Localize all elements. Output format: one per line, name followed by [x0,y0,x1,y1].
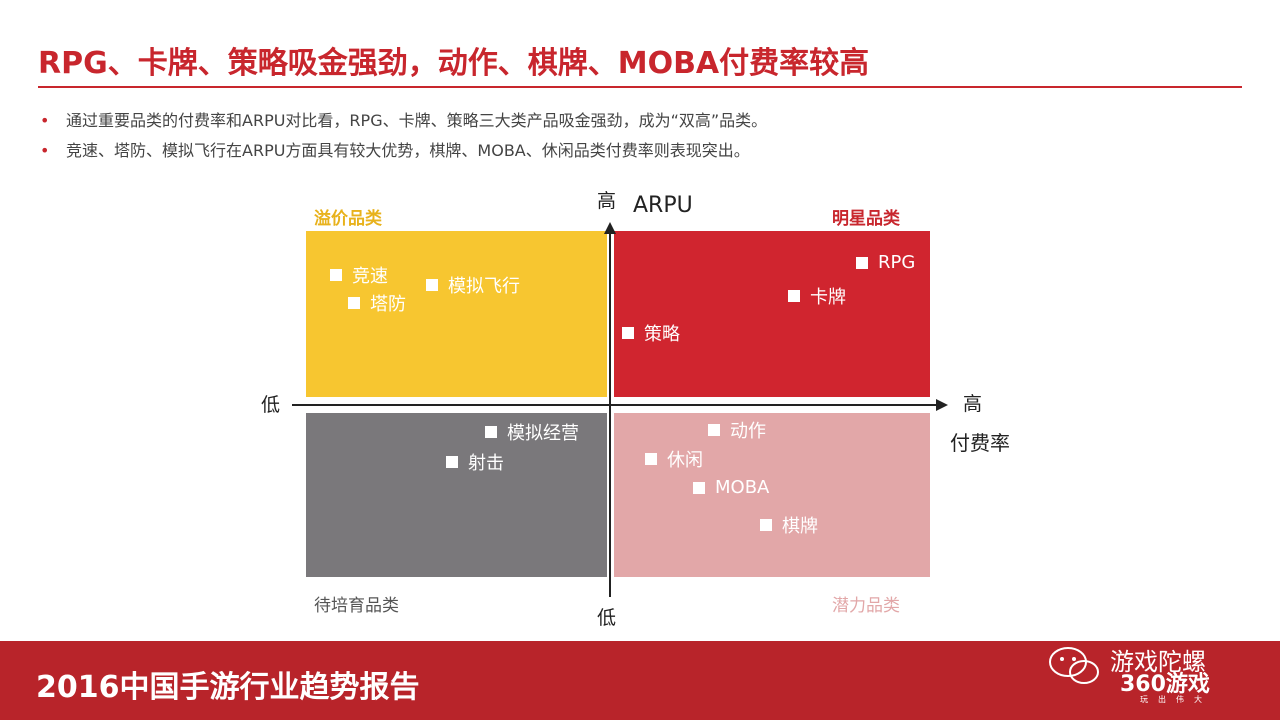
marker-icon [446,456,458,468]
footer-title: 2016中国手游行业趋势报告 [36,670,420,705]
marker-icon [426,279,438,291]
marker-icon [788,290,800,302]
item-strategy: 策略 [622,320,680,346]
quadrant-label-star: 明星品类 [832,209,900,229]
marker-icon [485,426,497,438]
item-tower-defense: 塔防 [348,290,406,316]
bullet-text: 通过重要品类的付费率和ARPU对比看，RPG、卡牌、策略三大类产品吸金强劲，成为… [66,111,768,130]
bullet-text: 竞速、塔防、模拟飞行在ARPU方面具有较大优势，棋牌、MOBA、休闲品类付费率则… [66,141,750,160]
marker-icon [760,519,772,531]
item-board: 棋牌 [760,512,818,538]
item-action: 动作 [708,417,766,443]
quadrant-label-potential: 潜力品类 [832,596,900,616]
item-racing: 竞速 [330,262,388,288]
marker-icon [348,297,360,309]
wechat-icon [1049,647,1099,684]
x-axis-arrow-icon [936,399,948,411]
item-card: 卡牌 [788,283,846,309]
item-rpg: RPG [856,252,915,273]
x-axis-low: 低 [261,394,281,416]
footer-logo: 360游戏 [1120,672,1210,697]
quadrant-bottom-right [614,413,930,577]
title-divider [38,86,1242,88]
marker-icon [622,327,634,339]
bullet-item: • 竞速、塔防、模拟飞行在ARPU方面具有较大优势，棋牌、MOBA、休闲品类付费… [40,136,767,166]
x-axis-high: 高 [963,393,983,415]
y-axis-title: ARPU [633,193,693,218]
marker-icon [693,481,705,494]
bullet-dot-icon: • [40,141,50,160]
marker-icon [708,424,720,436]
marker-icon [856,256,868,269]
y-axis-arrow-icon [604,222,616,234]
footer-bar [0,641,1280,720]
quadrant-label-premium: 溢价品类 [314,209,382,229]
item-casual: 休闲 [645,446,703,472]
y-axis-low: 低 [597,607,617,629]
quadrant-top-left [306,231,607,397]
bullet-list: • 通过重要品类的付费率和ARPU对比看，RPG、卡牌、策略三大类产品吸金强劲，… [40,106,767,166]
quadrant-bottom-left [306,413,607,577]
footer-logo-subtitle: 玩出伟大 [1140,695,1212,704]
item-sim-business: 模拟经营 [485,419,579,445]
bullet-dot-icon: • [40,111,50,130]
x-axis-title: 付费率 [950,431,1010,455]
quadrant-label-nurture: 待培育品类 [314,596,399,616]
bullet-item: • 通过重要品类的付费率和ARPU对比看，RPG、卡牌、策略三大类产品吸金强劲，… [40,106,767,136]
y-axis-high: 高 [597,190,617,212]
item-shooter: 射击 [446,449,504,475]
item-moba: MOBA [693,477,769,498]
marker-icon [330,269,342,281]
quadrant-top-right [614,231,930,397]
footer-brand: 游戏陀螺 [1110,648,1206,676]
page-title: RPG、卡牌、策略吸金强劲，动作、棋牌、MOBA付费率较高 [38,46,870,81]
item-flight-sim: 模拟飞行 [426,272,520,298]
marker-icon [645,453,657,465]
